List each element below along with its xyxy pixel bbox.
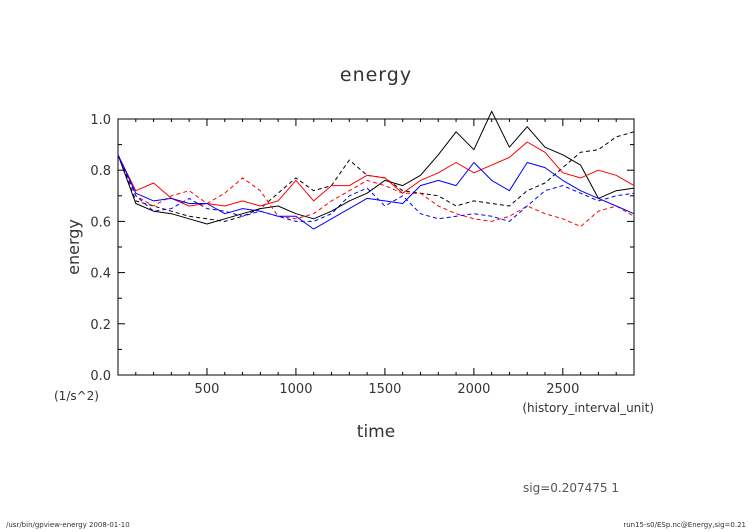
- plot-border: [117, 118, 635, 376]
- sig-label: sig=0.207475 1: [523, 481, 619, 495]
- y-tick-label: 1.0: [90, 113, 111, 128]
- series-line-blue-dashed: [117, 154, 635, 222]
- axis-labels: 0.0 0.2 0.4 0.6 0.8 1.0 500 1000 1500 2000 2500 tim…: [54, 113, 654, 442]
- y-tick-label: 0.2: [90, 318, 111, 333]
- y-axis-label: energy: [64, 219, 83, 275]
- x-tick-label: 1000: [279, 382, 312, 397]
- y-tick-label: 0.4: [90, 267, 111, 282]
- footer-right: run15-s0/ESp.nc@Energy,sig=0.21: [623, 521, 746, 529]
- x-axis-label: time: [357, 422, 395, 442]
- plot-frame: [117, 118, 635, 376]
- y-tick-label: 0.8: [90, 164, 111, 179]
- x-tick-label: 2500: [546, 382, 579, 397]
- tick-marks: [118, 118, 634, 376]
- series-line-black-solid: [117, 110, 635, 225]
- y-tick-label: 0.0: [90, 369, 111, 384]
- series-lines: [117, 110, 635, 230]
- y-tick-label: 0.6: [90, 215, 111, 230]
- footer-left: /usr/bin/gpview-energy 2008-01-10: [6, 521, 130, 529]
- x-axis-units: (history_interval_unit): [522, 401, 654, 415]
- series-line-blue-solid: [117, 154, 635, 230]
- x-tick-label: 500: [195, 382, 220, 397]
- x-tick-label: 1500: [368, 382, 401, 397]
- x-tick-label: 2000: [457, 382, 490, 397]
- y-axis-units: (1/s^2): [54, 389, 99, 403]
- series-line-red-dashed: [117, 154, 635, 227]
- series-line-red-solid: [117, 141, 635, 207]
- chart-title: energy: [339, 64, 413, 86]
